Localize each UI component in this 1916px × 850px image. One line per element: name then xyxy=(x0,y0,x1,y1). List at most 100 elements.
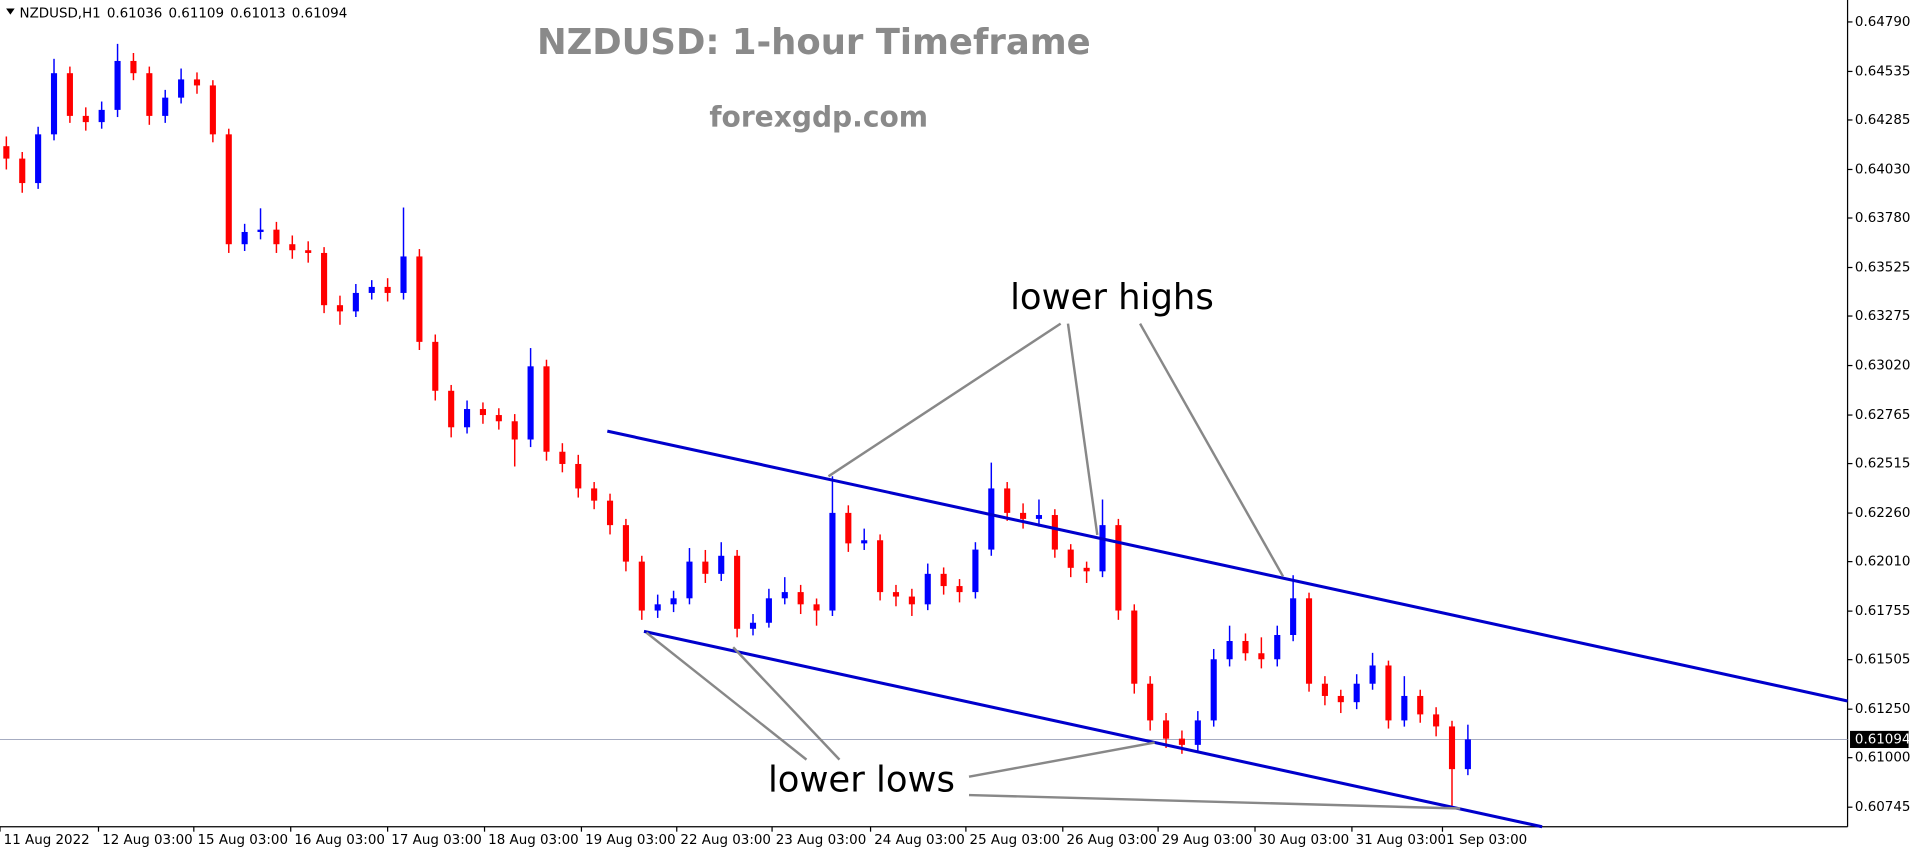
candle-body xyxy=(829,512,836,611)
pointer xyxy=(1139,323,1285,578)
candle-body xyxy=(241,231,248,245)
candle-body xyxy=(1147,683,1154,721)
candle-body xyxy=(98,109,105,123)
candle-body xyxy=(1115,525,1122,611)
candle-body xyxy=(543,366,550,452)
pointer xyxy=(968,741,1155,778)
candle-body xyxy=(1290,598,1297,635)
candle-body xyxy=(718,555,725,574)
y-tick-label: 0.62260 xyxy=(1855,506,1911,521)
chart-title: NZDUSD: 1-hour Timeframe xyxy=(537,22,1091,63)
candle-body xyxy=(130,60,137,74)
y-tick-label: 0.64030 xyxy=(1855,162,1911,177)
candle-body xyxy=(66,73,73,116)
y-tick-label: 0.62010 xyxy=(1855,555,1911,570)
x-tick-label: 16 Aug 03:00 xyxy=(294,833,385,848)
candle-body xyxy=(1242,641,1249,654)
pointer xyxy=(968,793,1461,810)
candle-body xyxy=(209,85,216,135)
header-arrow xyxy=(6,8,15,15)
header-value: 0.61013 xyxy=(230,6,286,21)
x-tick-label: 15 Aug 03:00 xyxy=(197,833,288,848)
candle-body xyxy=(479,409,486,416)
candle-body xyxy=(734,555,741,629)
candle-body xyxy=(114,60,121,110)
y-tick-label: 0.64285 xyxy=(1855,113,1911,128)
candle-body xyxy=(988,488,995,550)
candle-body xyxy=(1353,683,1360,703)
candle-body xyxy=(400,256,407,293)
x-tick-label: 29 Aug 03:00 xyxy=(1162,833,1253,848)
x-tick-label: 17 Aug 03:00 xyxy=(391,833,482,848)
header: NZDUSD,H1 0.61036 0.61109 0.61013 0.61094 xyxy=(20,6,348,21)
candle-body xyxy=(19,158,26,184)
candle-body xyxy=(638,561,645,611)
candle-body xyxy=(416,256,423,342)
y-tick-label: 0.61000 xyxy=(1855,751,1911,766)
candle-body xyxy=(1083,567,1090,572)
candle-body xyxy=(464,409,471,428)
x-tick-label: 18 Aug 03:00 xyxy=(488,833,579,848)
candle-body xyxy=(511,421,518,440)
candle-body xyxy=(321,252,328,306)
pointer xyxy=(645,631,808,761)
y-tick-label: 0.64790 xyxy=(1855,15,1911,30)
candle-body xyxy=(1210,659,1217,721)
candle-body xyxy=(1020,512,1027,519)
candle-body xyxy=(622,525,629,562)
y-tick-label: 0.61755 xyxy=(1855,604,1911,619)
candle-body xyxy=(940,573,947,587)
y-tick-label: 0.62515 xyxy=(1855,457,1911,472)
candle-body xyxy=(384,286,391,293)
candle-body xyxy=(749,622,757,629)
candle-body xyxy=(861,540,868,544)
candle-body xyxy=(781,592,788,599)
price-label: 0.61094 xyxy=(1855,732,1911,747)
candle-body xyxy=(1226,641,1233,660)
annotation: lower highs xyxy=(1010,277,1214,318)
candle-body xyxy=(654,604,661,611)
candle-body xyxy=(1099,525,1106,572)
candle-body xyxy=(797,592,804,605)
candle-body xyxy=(606,500,614,526)
pointer xyxy=(827,322,1062,478)
candle-body xyxy=(1337,695,1344,703)
annotation-pointers xyxy=(645,322,1461,810)
candle-body xyxy=(305,250,312,253)
x-tick-label: 22 Aug 03:00 xyxy=(680,833,771,848)
candle-body xyxy=(1131,610,1138,684)
upper-channel-line xyxy=(606,429,1848,703)
y-tick-label: 0.60745 xyxy=(1855,800,1911,815)
y-tick-label: 0.64535 xyxy=(1855,64,1911,79)
candle-body xyxy=(50,73,58,135)
annotation: lower lows xyxy=(768,760,955,801)
candle-body xyxy=(1051,515,1058,550)
candle-body xyxy=(193,79,201,86)
candle-body xyxy=(765,598,772,623)
candle-body xyxy=(1178,738,1185,745)
y-tick-label: 0.63525 xyxy=(1855,261,1911,276)
candle-body xyxy=(591,488,598,501)
candle-body xyxy=(257,229,264,232)
candle-body xyxy=(352,292,359,312)
candle-body xyxy=(972,549,979,593)
candle-body xyxy=(146,73,153,116)
y-tick-label: 0.63275 xyxy=(1855,309,1911,324)
candle-body xyxy=(1067,549,1074,568)
candle-body xyxy=(686,561,693,599)
candle-body xyxy=(1401,695,1408,721)
candle-body xyxy=(1464,739,1471,770)
x-tick-label: 30 Aug 03:00 xyxy=(1259,833,1350,848)
candle-body xyxy=(702,561,709,574)
candle-body xyxy=(1274,634,1281,660)
candle-body xyxy=(956,586,963,593)
lower-channel-line xyxy=(643,629,1543,829)
candle-body xyxy=(527,366,534,440)
candle-body xyxy=(845,512,852,544)
x-tick-label: 23 Aug 03:00 xyxy=(776,833,867,848)
candle-body xyxy=(289,244,296,251)
y-tick-label: 0.63780 xyxy=(1855,211,1911,226)
header-value: 0.61036 xyxy=(107,6,163,21)
candle-body xyxy=(273,229,280,245)
